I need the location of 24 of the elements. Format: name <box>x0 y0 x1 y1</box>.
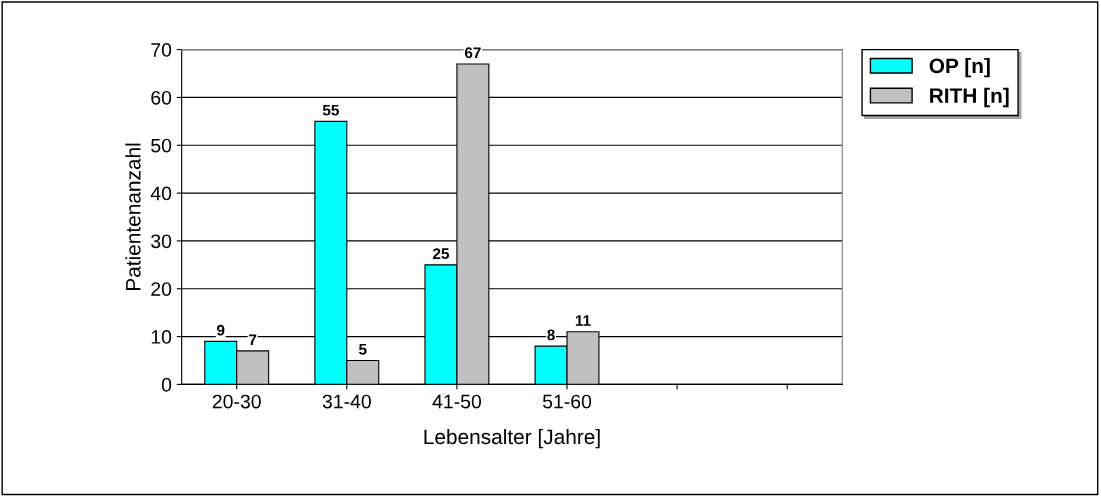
data-label: 9 <box>217 324 225 336</box>
legend-label: RITH [n] <box>930 87 1009 108</box>
y-tick-label: 70 <box>151 43 172 57</box>
y-tick-label: 20 <box>151 282 172 296</box>
data-label: 7 <box>249 334 257 345</box>
y-tick-label: 60 <box>151 90 172 105</box>
data-label: 25 <box>432 248 450 260</box>
x-tick-label: 51-60 <box>542 394 592 409</box>
y-tick-label: 0 <box>161 377 172 392</box>
data-label: 55 <box>322 104 339 116</box>
y-tick-label: 10 <box>151 330 172 344</box>
x-tick-label: 31-40 <box>322 394 371 409</box>
data-label: 11 <box>575 315 591 326</box>
x-tick-label: 20-30 <box>212 394 261 409</box>
legend-label: OP [n] <box>929 57 990 78</box>
data-label: 8 <box>547 329 555 341</box>
x-axis-title: Lebensalter [Jahre] <box>424 428 600 449</box>
data-label: 5 <box>359 344 367 355</box>
y-tick-label: 30 <box>151 234 172 249</box>
y-axis-title: Patientenanzahl <box>125 143 141 290</box>
data-label: 67 <box>464 47 481 59</box>
x-tick-label: 41-50 <box>432 394 482 409</box>
y-tick-label: 40 <box>150 186 172 201</box>
y-tick-label: 50 <box>151 138 172 153</box>
